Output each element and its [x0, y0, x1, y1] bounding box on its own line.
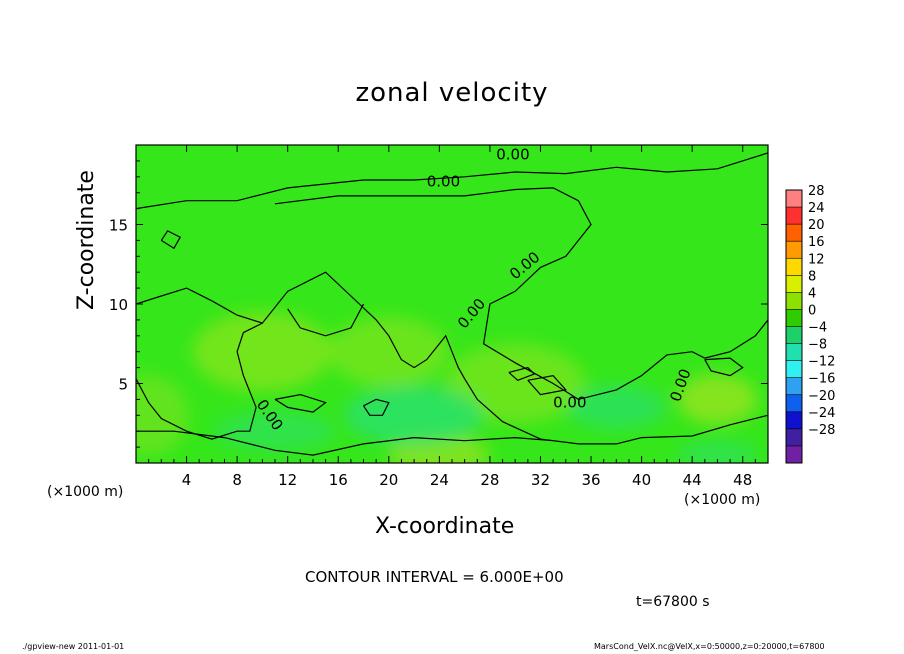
contour-interval: CONTOUR INTERVAL = 6.000E+00 [305, 568, 564, 586]
colorbar-label: 4 [808, 286, 816, 301]
x-tick-label: 40 [632, 471, 651, 489]
contour-line [704, 357, 744, 377]
contour-line [160, 230, 182, 250]
contour-line [508, 366, 536, 381]
y-axis-label: Z-coordinate [74, 170, 99, 310]
footer-left: ./gpview-new 2011-01-01 [22, 642, 125, 651]
contour-line [274, 393, 327, 413]
colorbar-label: 0 [808, 303, 816, 318]
colorbar-swatch [786, 326, 802, 345]
colorbar-swatch [786, 445, 802, 464]
colorbar-swatch [786, 394, 802, 413]
contour-line [274, 187, 768, 401]
colorbar-label: −8 [808, 338, 827, 353]
x-tick-label: 12 [278, 471, 297, 489]
x-tick-label: 20 [379, 471, 398, 489]
x-axis-label: X-coordinate [375, 514, 515, 539]
heatmap-field [136, 145, 768, 463]
contour-line [136, 152, 768, 210]
colorbar-label: 24 [808, 201, 825, 216]
colorbar-swatch [786, 224, 802, 242]
colorbar-swatch [786, 428, 802, 447]
colorbar-label: 16 [808, 235, 825, 250]
x-tick-label: 32 [531, 471, 550, 489]
y-axis: 5 10 15 [109, 160, 768, 448]
field-patch [328, 316, 449, 387]
x-tick-label: 16 [329, 471, 348, 489]
contour-lines [136, 152, 768, 456]
contour-line [136, 271, 768, 445]
colorbar-label: 28 [808, 184, 825, 199]
colorbar-label: −28 [808, 423, 835, 438]
x-tick-label: 36 [581, 471, 600, 489]
field-patch [445, 343, 586, 424]
colorbar: 28 24 20 16 12 8 4 0 −4 −8 −12 −16 −20 −24 −28 [785, 184, 835, 464]
colorbar-label: −12 [808, 355, 835, 370]
colorbar-swatch [786, 275, 802, 293]
colorbar-label: 8 [808, 269, 816, 284]
colorbar-label: −16 [808, 372, 835, 387]
x-tick-label: 4 [182, 471, 192, 489]
field-patch [677, 374, 758, 425]
y-tick-label: 10 [109, 296, 128, 314]
colorbar-swatch [786, 258, 802, 276]
colorbar-swatch [786, 190, 802, 208]
field-patch [192, 311, 333, 392]
field-patch [215, 411, 336, 452]
x-axis: 4 8 12 16 20 24 28 32 36 40 44 48 [148, 145, 756, 489]
colorbar-swatch [786, 207, 802, 225]
x-tick-label: 48 [733, 471, 752, 489]
contour-label: 0.00 [496, 145, 529, 163]
x-tick-label: 44 [683, 471, 702, 489]
time-stamp: t=67800 s [636, 594, 710, 610]
field-patch [136, 375, 189, 456]
colorbar-label: −4 [808, 321, 827, 336]
colorbar-label: 12 [808, 252, 825, 267]
x-tick-label: 28 [480, 471, 499, 489]
contour-line [136, 430, 554, 456]
x-unit-left: (×1000 m) [47, 484, 124, 500]
chart-title: zonal velocity [355, 78, 549, 108]
contour-label: 0.00 [427, 172, 460, 190]
colorbar-swatch [786, 241, 802, 259]
contour-line [287, 303, 365, 337]
x-unit-right: (×1000 m) [684, 492, 761, 508]
x-tick-label: 24 [430, 471, 449, 489]
contour-line [362, 398, 390, 416]
contour-line [527, 374, 567, 396]
field-patch [344, 385, 485, 446]
colorbar-swatch [786, 360, 802, 379]
colorbar-label: −24 [808, 406, 835, 421]
y-tick-label: 5 [118, 376, 128, 394]
colorbar-swatch [786, 343, 802, 362]
colorbar-swatch [786, 411, 802, 430]
footer-right: MarsCond_VelX.nc@VelX,x=0:50000,z=0:2000… [594, 642, 825, 651]
field-patch [677, 440, 758, 463]
colorbar-swatch [786, 292, 802, 310]
colorbar-label: 20 [808, 218, 825, 233]
contour-label: 0.00 [553, 393, 586, 411]
y-tick-label: 15 [109, 217, 128, 235]
colorbar-swatch [786, 309, 802, 327]
colorbar-swatch [786, 377, 802, 396]
colorbar-label: −20 [808, 389, 835, 404]
contour-line [136, 322, 263, 440]
x-tick-label: 8 [232, 471, 242, 489]
